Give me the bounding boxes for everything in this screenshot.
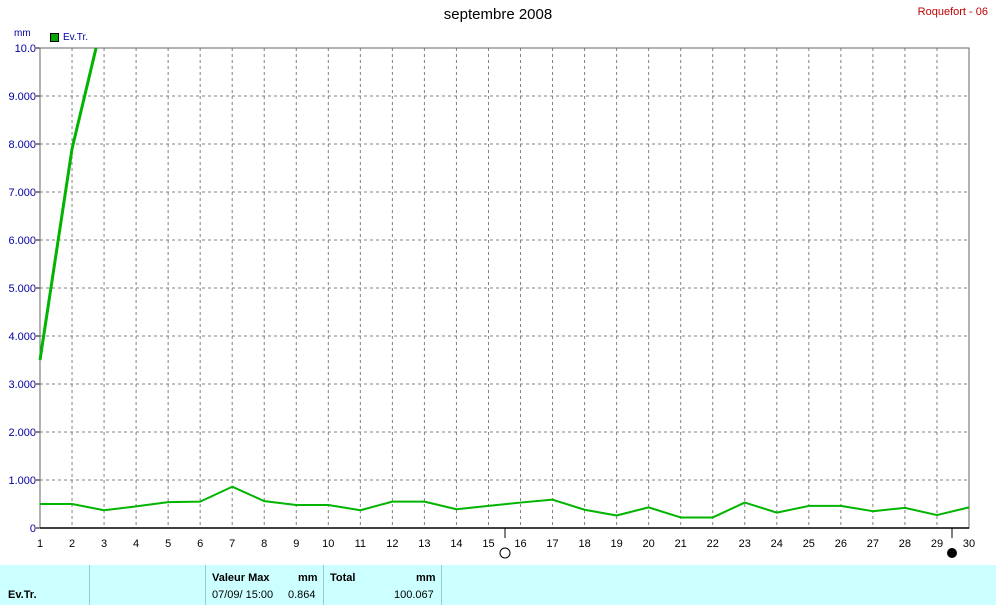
x-tick-label: 17 [546, 538, 558, 550]
x-tick-label: 4 [133, 538, 139, 550]
x-tick-label: 16 [514, 538, 526, 550]
x-tick-label: 11 [355, 538, 366, 550]
x-tick-label: 29 [931, 538, 943, 550]
series-line-2 [40, 485, 970, 519]
series-name: Ev.Tr. [8, 589, 37, 601]
x-tick-label: 21 [675, 538, 687, 550]
y-axis-unit: mm [14, 28, 31, 39]
x-tick-label: 25 [803, 538, 815, 550]
legend-swatch [50, 33, 59, 42]
y-tick-label: 6.000 [8, 235, 36, 247]
y-tick-label: 2.000 [8, 427, 36, 439]
y-tick-label: 7.000 [8, 187, 36, 199]
full-moon-icon [499, 547, 511, 559]
x-tick-label: 27 [867, 538, 879, 550]
x-tick-label: 30 [963, 538, 975, 550]
x-tick-label: 5 [165, 538, 171, 550]
legend: Ev.Tr. [50, 32, 88, 43]
total-value: 100.067 [394, 589, 434, 601]
max-unit: mm [298, 572, 318, 584]
x-tick-label: 1 [37, 538, 43, 550]
max-label: Valeur Max [212, 572, 270, 584]
x-tick-label: 26 [835, 538, 847, 550]
max-cell: Valeur Max mm 07/09/ 15:00 0.864 [206, 565, 324, 605]
x-tick-label: 8 [261, 538, 267, 550]
x-tick-label: 6 [197, 538, 203, 550]
x-tick-label: 23 [739, 538, 751, 550]
y-tick-label: 3.000 [8, 379, 36, 391]
chart-title: septembre 2008 [443, 6, 553, 23]
x-tick-label: 24 [771, 538, 783, 550]
total-unit: mm [416, 572, 436, 584]
x-tick-label: 14 [450, 538, 462, 550]
y-tick-label: 9.000 [8, 91, 36, 103]
x-tick-label: 7 [229, 538, 235, 550]
x-tick-label: 15 [482, 538, 494, 550]
x-tick-label: 3 [101, 538, 107, 550]
y-tick-label: 4.000 [8, 331, 36, 343]
stats-panel: Ev.Tr. Valeur Max mm 07/09/ 15:00 0.864 … [0, 565, 996, 605]
y-tick-label: 10.0 [15, 43, 36, 55]
x-tick-label: 2 [69, 538, 75, 550]
x-tick-label: 19 [610, 538, 622, 550]
total-cell: Total mm 100.067 [324, 565, 442, 605]
max-value: 0.864 [288, 589, 316, 601]
x-tick-label: 22 [707, 538, 719, 550]
max-date: 07/09/ 15:00 [212, 589, 274, 601]
y-tick-label: 5.000 [8, 283, 36, 295]
station-label: Roquefort - 06 [917, 6, 988, 18]
new-moon-icon [947, 548, 957, 558]
y-tick-label: 1.000 [8, 475, 36, 487]
x-tick-label: 10 [322, 538, 334, 550]
x-tick-label: 20 [643, 538, 655, 550]
x-tick-label: 28 [899, 538, 911, 550]
x-tick-label: 13 [418, 538, 430, 550]
series-line-1 [38, 47, 98, 361]
y-tick-label: 0 [30, 523, 36, 535]
total-label: Total [330, 572, 356, 584]
x-tick-label: 18 [578, 538, 590, 550]
x-tick-label: 9 [293, 538, 299, 550]
y-tick-label: 8.000 [8, 139, 36, 151]
empty-cell [90, 565, 206, 605]
x-tick-label: 12 [386, 538, 398, 550]
chart-svg: 0 1.000 2.000 3.000 4.000 5.000 6.000 7.000 8.00… [8, 43, 975, 559]
series-cell: Ev.Tr. [0, 565, 90, 605]
legend-label: Ev.Tr. [63, 32, 88, 43]
